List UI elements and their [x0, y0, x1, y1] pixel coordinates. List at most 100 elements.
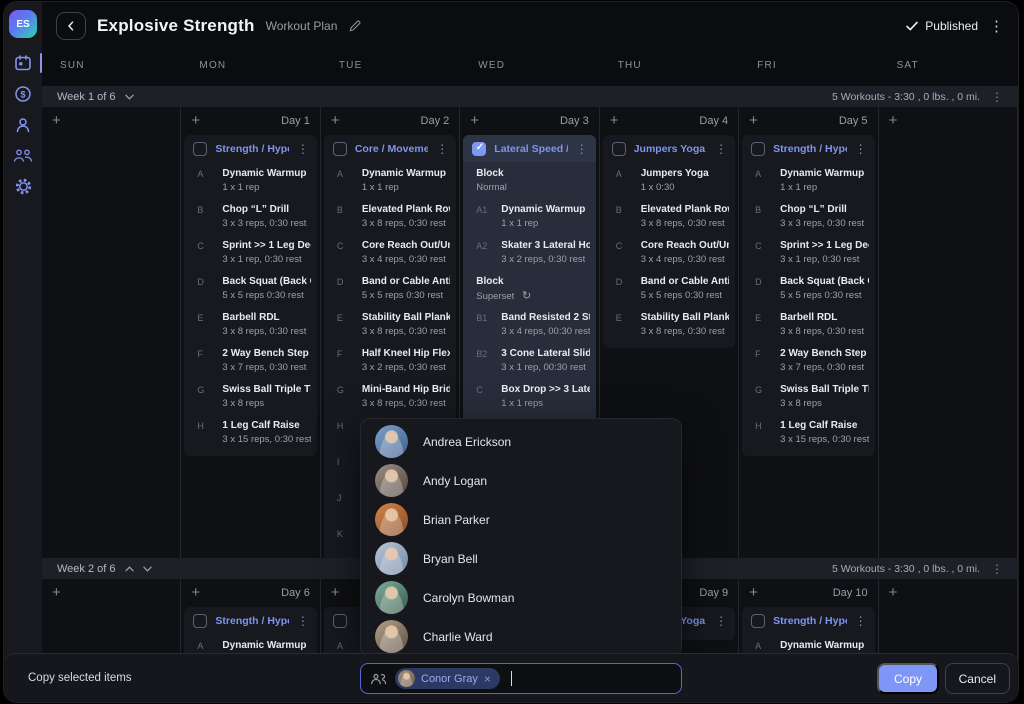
assignee-input[interactable]: Conor Gray × — [360, 663, 682, 694]
workout-card[interactable]: Jumpers Yoga / Core ⋮ A — [602, 135, 736, 348]
add-workout-icon[interactable]: + — [52, 584, 61, 601]
exercise-row[interactable]: D Back Squat (Back Off Set) 5 x 5 reps 0… — [742, 270, 874, 306]
add-workout-icon[interactable]: + — [191, 112, 201, 129]
exercise-row[interactable]: E Stability Ball Plank Linear ... 3 x 8 … — [603, 306, 735, 342]
exercise-row[interactable]: A2 Skater 3 Lateral Hops >> ... 3 x 2 re… — [463, 234, 595, 270]
cancel-button[interactable]: Cancel — [944, 663, 1010, 694]
workout-title[interactable]: Strength / Hypertro... — [215, 142, 288, 155]
exercise-row[interactable]: B Chop “L” Drill 3 x 3 reps, 0:30 rest — [742, 198, 874, 234]
exercise-row[interactable]: I ↻ — [324, 450, 456, 486]
workout-title[interactable]: Jumpers Yoga / Core — [633, 142, 707, 155]
workout-menu-icon[interactable]: ⋮ — [436, 142, 449, 156]
exercise-row[interactable]: C Core Reach Out/Under 3 x 4 reps, 0:30 … — [324, 234, 456, 270]
exercise-row[interactable]: C Sprint >> 1 Leg Declarations 3 x 1 rep… — [184, 234, 316, 270]
edit-title-icon[interactable] — [348, 19, 362, 33]
add-workout-icon[interactable]: + — [888, 112, 898, 129]
workout-checkbox[interactable] — [193, 614, 208, 628]
exercise-row[interactable]: C Sprint >> 1 Leg Declarations 3 x 1 rep… — [742, 234, 874, 270]
workout-card[interactable]: Lateral Speed / Plyo ⋮ — [463, 135, 596, 456]
exercise-row[interactable]: Block Normal ↻ — [463, 162, 595, 198]
app-logo[interactable]: ES — [9, 10, 37, 38]
exercise-row[interactable]: Block Superset ↻ — [463, 270, 595, 306]
week-menu-icon[interactable]: ⋮ — [991, 89, 1003, 104]
workout-title[interactable]: Strength / Hypertro... — [215, 614, 288, 627]
exercise-row[interactable]: C Core Reach Out/Under 3 x 4 reps, 0:30 … — [603, 234, 735, 270]
add-workout-icon[interactable]: + — [52, 112, 61, 129]
published-status[interactable]: Published — [906, 19, 978, 33]
back-button[interactable] — [56, 12, 86, 40]
workout-title[interactable]: Strength / Hypertro... — [773, 142, 846, 155]
workout-checkbox[interactable] — [472, 142, 487, 156]
add-workout-icon[interactable]: + — [330, 112, 340, 129]
exercise-row[interactable]: E Stability Ball Plank Linear ... 3 x 8 … — [324, 306, 456, 342]
workout-menu-icon[interactable]: ⋮ — [854, 142, 867, 156]
exercise-row[interactable]: B1 Band Resisted 2 Step Late... 3 x 4 re… — [463, 306, 595, 342]
exercise-row[interactable]: G Swiss Ball Triple Threat 3 x 8 reps — [184, 378, 316, 414]
exercise-row[interactable]: D Band or Cable Anti Rotati... 5 x 5 rep… — [603, 270, 735, 306]
week-label[interactable]: Week 2 of 6 — [57, 562, 116, 575]
exercise-row[interactable]: J ↻ — [324, 486, 456, 522]
workout-checkbox[interactable] — [611, 142, 626, 156]
week-collapse-up-icon[interactable] — [124, 565, 134, 572]
exercise-row[interactable]: B Chop “L” Drill 3 x 3 reps, 0:30 rest — [184, 198, 316, 234]
exercise-row[interactable]: A Jumpers Yoga 1 x 0:30 ↻ — [603, 162, 735, 198]
workout-menu-icon[interactable]: ⋮ — [715, 614, 728, 628]
workout-checkbox[interactable] — [332, 142, 347, 156]
add-workout-icon[interactable]: + — [749, 112, 758, 129]
exercise-row[interactable]: A Dynamic Warmup 1 x 1 rep ↻ — [742, 162, 874, 198]
add-workout-icon[interactable]: + — [888, 584, 898, 601]
exercise-row[interactable]: K ↻ — [324, 522, 456, 558]
exercise-row[interactable]: E Barbell RDL 3 x 8 reps, 0:30 rest — [184, 306, 316, 342]
exercise-row[interactable]: F Half Kneel Hip Flexor Rais... 3 x 2 re… — [324, 342, 456, 378]
exercise-row[interactable]: D Band or Cable Anti-Rotati... 5 x 5 rep… — [324, 270, 456, 306]
workout-title[interactable]: Lateral Speed / Plyo — [494, 142, 567, 155]
workout-card[interactable]: Strength / Hypertro... ⋮ A — [184, 135, 317, 456]
workout-checkbox[interactable] — [751, 142, 766, 156]
exercise-row[interactable]: B2 3 Cone Lateral Slide 3 x 1 rep, 00:30… — [463, 342, 595, 378]
athlete-option[interactable]: Charlie Ward — [361, 617, 681, 656]
exercise-row[interactable]: B Elevated Plank Row 3 x 8 reps, 0:30 re… — [603, 198, 735, 234]
athlete-option[interactable]: Bryan Bell — [361, 539, 681, 578]
workout-menu-icon[interactable]: ⋮ — [296, 614, 309, 628]
exercise-row[interactable]: H 1 Leg Calf Raise 3 x 15 reps, 0:30 res… — [742, 414, 874, 450]
exercise-row[interactable]: E Barbell RDL 3 x 8 reps, 0:30 rest — [742, 306, 874, 342]
add-workout-icon[interactable]: + — [470, 112, 480, 129]
exercise-row[interactable]: A Dynamic Warmup 1 x 1 rep ↻ — [184, 162, 316, 198]
workout-title[interactable]: Strength / Hypertro... — [773, 614, 846, 627]
athlete-icon[interactable] — [13, 115, 33, 134]
add-workout-icon[interactable]: + — [330, 584, 340, 601]
assignee-chip[interactable]: Conor Gray × — [395, 668, 500, 689]
workout-card[interactable]: Strength / Hypertro... ⋮ A — [742, 135, 875, 456]
athlete-option[interactable]: Carolyn Bowman — [361, 578, 681, 617]
week-collapse-down-icon[interactable] — [124, 94, 134, 100]
calendar-icon[interactable] — [13, 53, 33, 72]
athlete-option[interactable]: Brian Parker — [361, 500, 681, 539]
exercise-row[interactable]: G Swiss Ball Triple Threat 3 x 8 reps — [742, 378, 874, 414]
exercise-row[interactable]: F 2 Way Bench Step Up 3 x 7 reps, 0:30 r… — [184, 342, 316, 378]
workout-checkbox[interactable] — [332, 614, 347, 628]
workout-menu-icon[interactable]: ⋮ — [575, 142, 588, 156]
exercise-row[interactable]: F 2 Way Bench Step Up 3 x 7 reps, 0:30 r… — [742, 342, 874, 378]
exercise-row[interactable]: G Mini-Band Hip Bridge w/ ... 3 x 8 reps… — [324, 378, 456, 414]
add-workout-icon[interactable]: + — [191, 584, 201, 601]
exercise-row[interactable]: A Dynamic Warmup 1 x 1 rep ↻ — [324, 162, 456, 198]
workout-menu-icon[interactable]: ⋮ — [296, 142, 309, 156]
billing-icon[interactable]: $ — [13, 84, 33, 103]
exercise-row[interactable]: C Box Drop >> 3 Lateral H... 1 x 1 reps — [463, 378, 595, 414]
workout-checkbox[interactable] — [193, 142, 208, 156]
exercise-row[interactable]: A1 Dynamic Warmup 1 x 1 rep ↻ — [463, 198, 595, 234]
add-workout-icon[interactable]: + — [749, 584, 758, 601]
week-label[interactable]: Week 1 of 6 — [57, 90, 116, 103]
week-menu-icon[interactable]: ⋮ — [991, 561, 1003, 576]
add-workout-icon[interactable]: + — [609, 112, 619, 129]
header-menu-icon[interactable]: ⋮ — [989, 17, 1004, 35]
week-collapse-down-icon[interactable] — [142, 566, 152, 572]
workout-menu-icon[interactable]: ⋮ — [715, 142, 728, 156]
exercise-row[interactable]: H 1 Leg Calf Raise 3 x 15 reps, 0:30 res… — [184, 414, 316, 450]
workout-title[interactable]: Core / Movement Q... — [354, 142, 429, 155]
settings-icon[interactable] — [13, 177, 33, 196]
athlete-option[interactable]: Andy Logan — [361, 461, 681, 500]
exercise-row[interactable]: D Back Squat (Back Off Set) 5 x 5 reps 0… — [184, 270, 316, 306]
chip-remove-icon[interactable]: × — [483, 671, 491, 686]
exercise-row[interactable]: B Elevated Plank Row 3 x 8 reps, 0:30 re… — [324, 198, 456, 234]
